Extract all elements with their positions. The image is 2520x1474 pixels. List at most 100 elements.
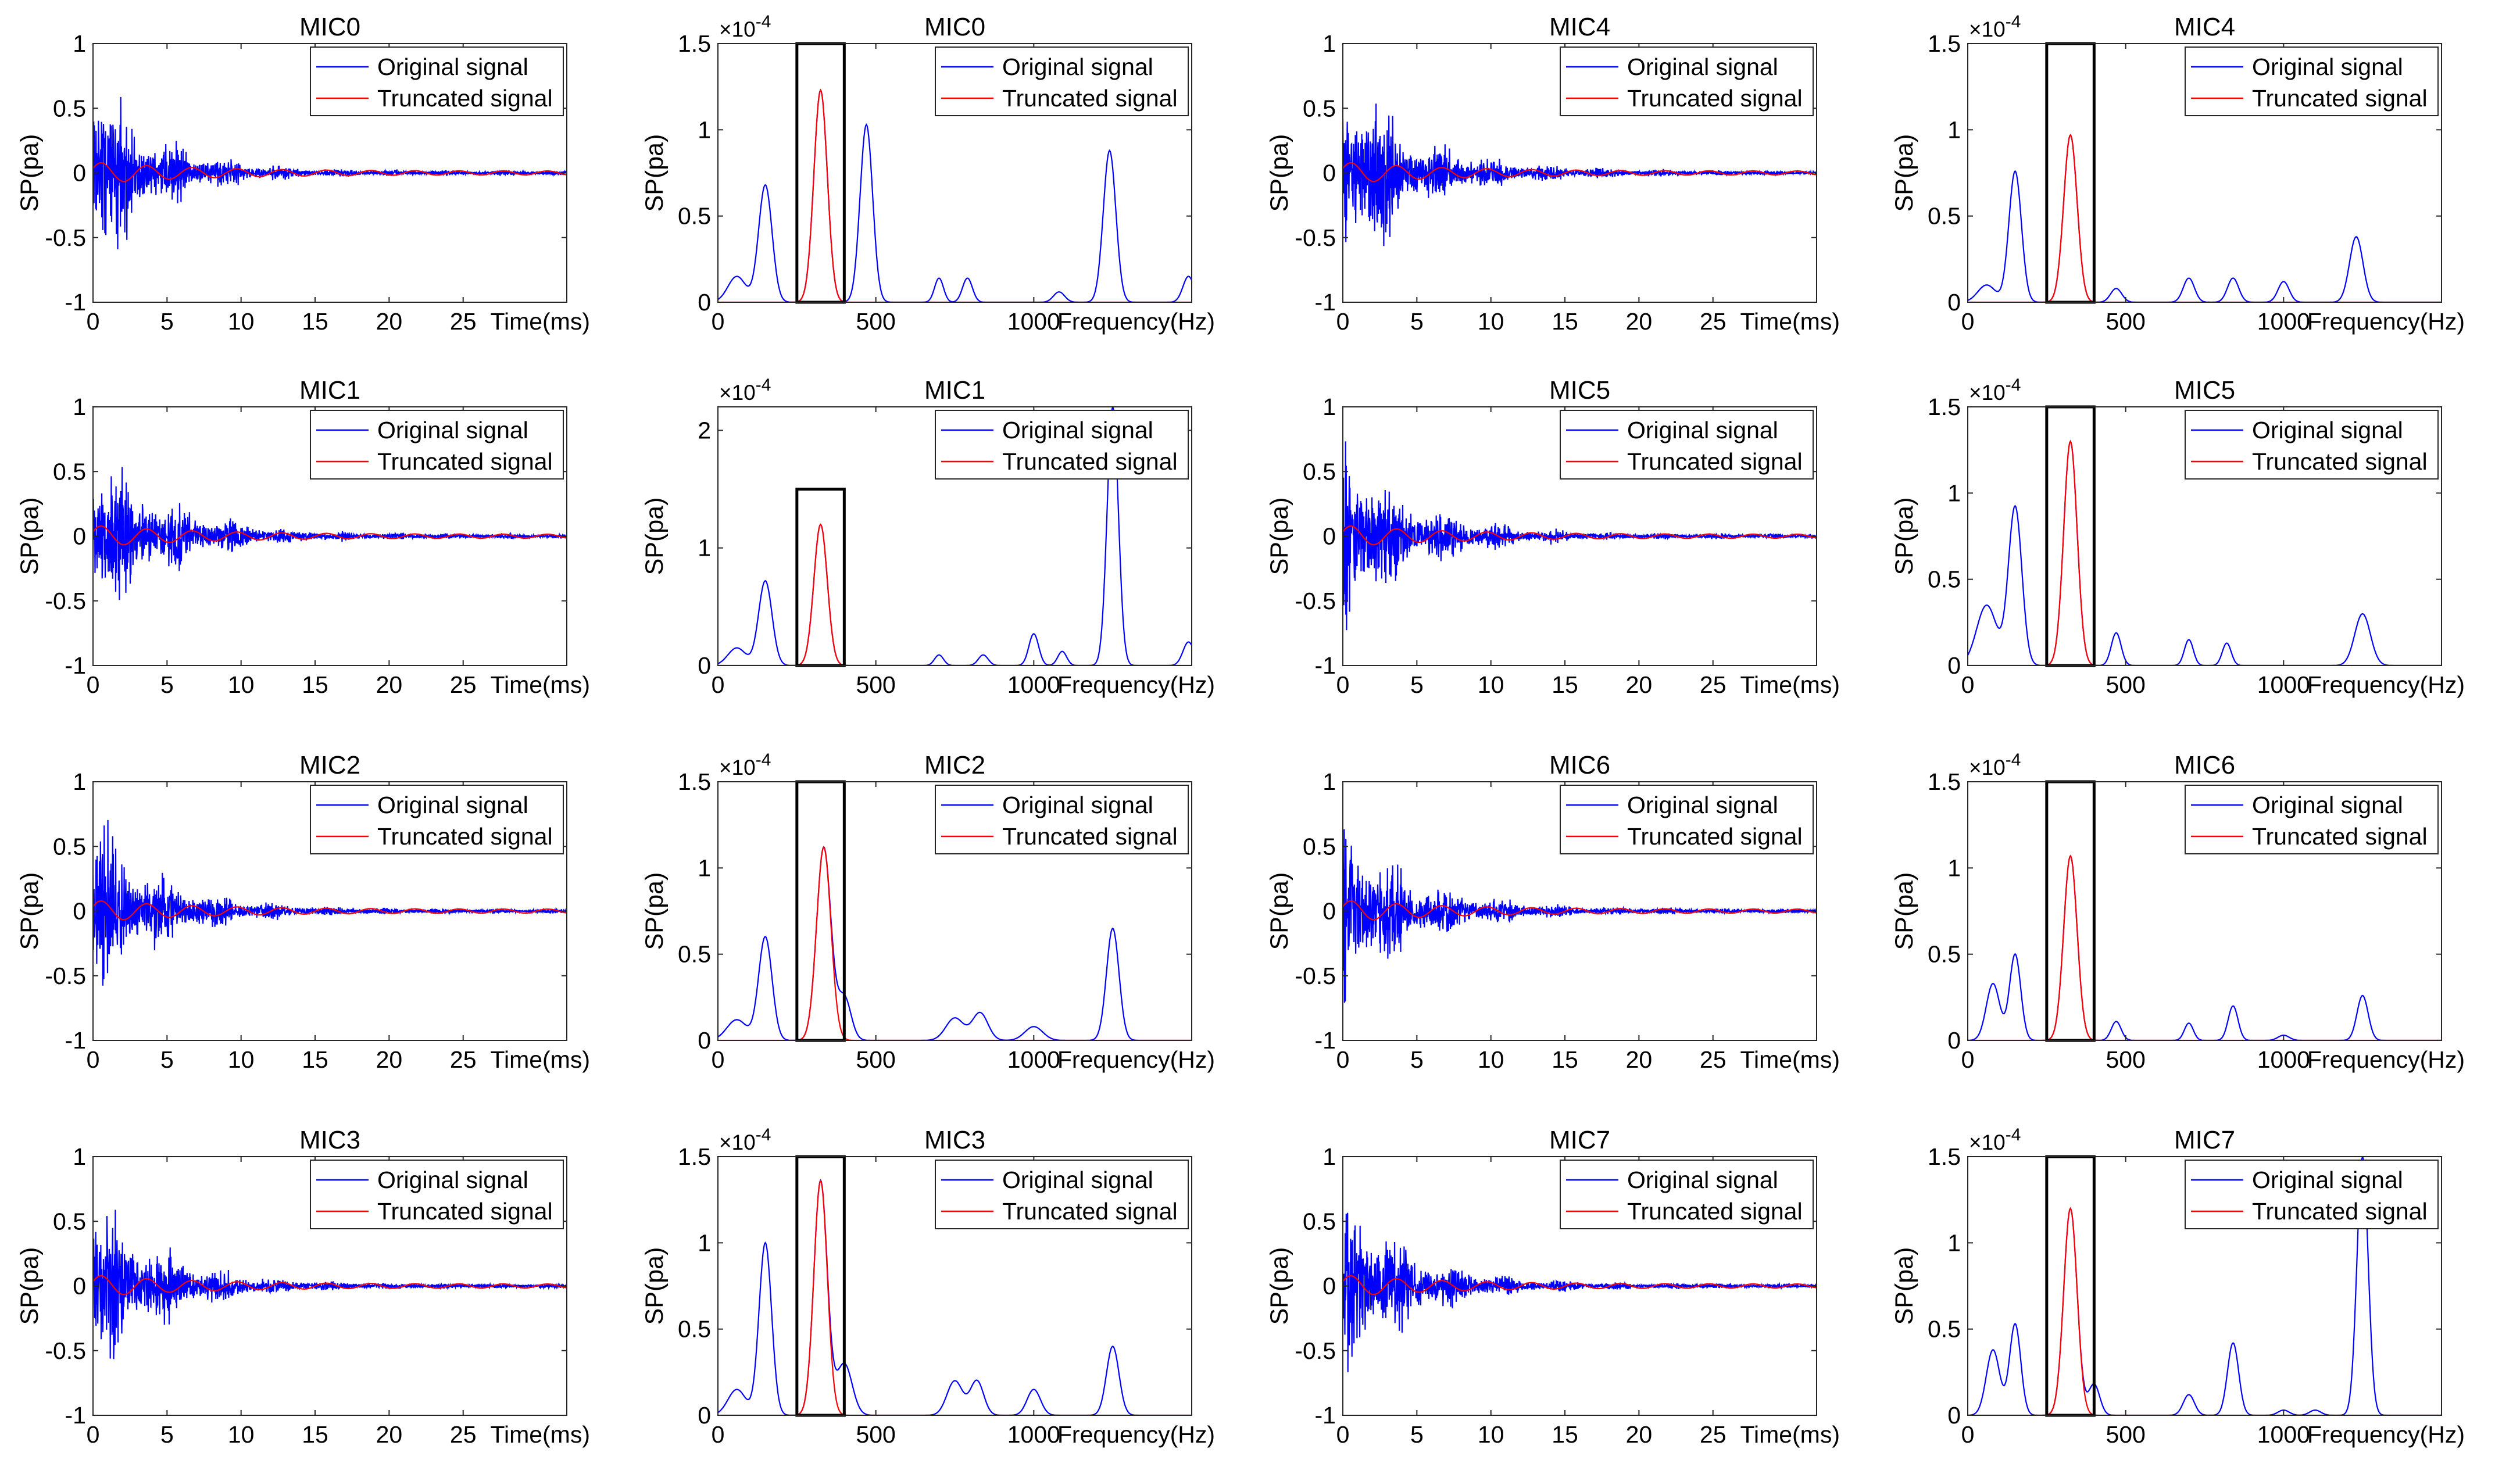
y-tick-label: 1.5	[1928, 768, 1961, 795]
legend: Original signal Truncated signal	[935, 410, 1189, 480]
y-tick-label: 1	[73, 768, 86, 795]
legend-truncated-label: Truncated signal	[1627, 85, 1803, 112]
x-tick-label: 20	[1626, 671, 1653, 698]
x-tick-label: 10	[1478, 1046, 1504, 1073]
x-tick-label: 5	[160, 1046, 174, 1073]
legend-truncated-label: Truncated signal	[377, 823, 553, 850]
legend-original-label: Original signal	[1002, 792, 1153, 818]
axes-box	[1967, 781, 2442, 1041]
x-tick-label: 0	[87, 308, 100, 335]
original-signal-line	[93, 467, 567, 600]
subplot-title: MIC4	[1549, 13, 1610, 41]
legend-original-label: Original signal	[377, 53, 528, 80]
x-tick-label: 25	[1700, 1421, 1727, 1448]
x-tick-label: 0	[1961, 1046, 1975, 1073]
x-tick-label: 25	[450, 1421, 477, 1448]
legend: Original signal Truncated signal	[1560, 785, 1814, 854]
exponent-base: ×10	[719, 756, 756, 779]
x-tick-label: 20	[1626, 1046, 1653, 1073]
y-tick-label: -0.5	[45, 1337, 86, 1364]
legend: Original signal Truncated signal	[1560, 1160, 1814, 1229]
x-tick-label: 25	[450, 671, 477, 698]
subplot-title: MIC5	[1549, 376, 1610, 405]
y-tick-label: -1	[65, 1027, 86, 1054]
y-tick-label: 0.5	[53, 833, 86, 860]
exponent-base: ×10	[719, 1130, 756, 1154]
y-tick-label: 0	[73, 898, 86, 925]
x-tick-label: 15	[1552, 671, 1578, 698]
x-tick-label: 0	[712, 671, 725, 698]
legend-truncated-label: Truncated signal	[2252, 823, 2428, 850]
y-exponent-label: ×10-4	[1969, 1125, 2021, 1154]
x-tick-label: 15	[1552, 1046, 1578, 1073]
legend-original-label: Original signal	[1002, 53, 1153, 80]
legend: Original signal Truncated signal	[2185, 46, 2439, 116]
exponent-power: -4	[2006, 750, 2021, 770]
x-tick-label: 10	[228, 308, 255, 335]
y-tick-label: 2	[698, 417, 711, 443]
truncated-signal-line	[93, 162, 567, 183]
x-axis-label: Time(ms)	[490, 1046, 590, 1073]
x-tick-label: 1000	[2257, 1046, 2310, 1073]
x-tick-label: 0	[712, 1046, 725, 1073]
legend-truncated-label: Truncated signal	[2252, 1198, 2428, 1225]
exponent-power: -4	[2006, 1125, 2021, 1144]
y-axis-label: SP(pa)	[16, 872, 44, 950]
y-tick-label: 1	[1322, 1143, 1336, 1170]
legend: Original signal Truncated signal	[310, 46, 564, 116]
legend-truncated-label: Truncated signal	[377, 85, 553, 112]
legend-original-label: Original signal	[1627, 1167, 1778, 1193]
truncated-signal-line	[1343, 525, 1817, 546]
y-tick-label: 1	[1322, 393, 1336, 420]
legend-box	[2185, 785, 2439, 854]
x-tick-label: 0	[1336, 1421, 1350, 1448]
y-exponent-label: ×10-4	[719, 1125, 771, 1154]
legend-box	[310, 46, 564, 116]
x-tick-label: 15	[302, 308, 328, 335]
y-axis-label: SP(pa)	[1266, 498, 1293, 575]
x-tick-label: 1000	[2257, 1421, 2310, 1448]
legend: Original signal Truncated signal	[310, 1160, 564, 1229]
y-tick-label: 1.5	[1928, 1143, 1961, 1170]
x-tick-label: 25	[1700, 671, 1727, 698]
y-tick-label: 0	[1947, 1027, 1961, 1054]
x-axis-label: Time(ms)	[1740, 1421, 1840, 1448]
axes-box	[1967, 406, 2442, 666]
legend-box	[1560, 46, 1814, 116]
x-tick-label: 25	[1700, 308, 1727, 335]
subplot-title: MIC1	[299, 376, 360, 405]
x-tick-label: 15	[1552, 308, 1578, 335]
y-exponent-label: ×10-4	[1969, 12, 2021, 41]
exponent-base: ×10	[1969, 381, 2006, 405]
x-axis-label: Frequency(Hz)	[1057, 1421, 1215, 1448]
y-tick-label: 1	[1947, 1229, 1961, 1256]
legend-box	[2185, 46, 2439, 116]
y-tick-label: 1	[698, 854, 711, 881]
exponent-power: -4	[2006, 375, 2021, 395]
legend: Original signal Truncated signal	[2185, 785, 2439, 854]
x-tick-label: 500	[2106, 1421, 2145, 1448]
y-tick-label: 0.5	[53, 95, 86, 121]
axes-box	[1967, 43, 2442, 303]
x-axis-label: Time(ms)	[490, 1421, 590, 1448]
y-tick-label: 0.5	[1928, 1316, 1961, 1343]
y-tick-label: 0.5	[1303, 95, 1336, 121]
y-tick-label: 1	[1947, 480, 1961, 506]
x-axis-label: Frequency(Hz)	[2307, 1046, 2465, 1073]
y-tick-label: 1.5	[1928, 393, 1961, 420]
y-axis-label: SP(pa)	[1890, 498, 1918, 575]
legend: Original signal Truncated signal	[310, 785, 564, 854]
y-axis-label: SP(pa)	[16, 498, 44, 575]
x-tick-label: 5	[1410, 1421, 1424, 1448]
legend-box	[935, 46, 1189, 116]
y-axis-label: SP(pa)	[641, 134, 669, 212]
legend-box	[2185, 410, 2439, 480]
y-tick-label: -0.5	[45, 588, 86, 614]
x-tick-label: 0	[87, 1421, 100, 1448]
x-tick-label: 1000	[1007, 671, 1060, 698]
